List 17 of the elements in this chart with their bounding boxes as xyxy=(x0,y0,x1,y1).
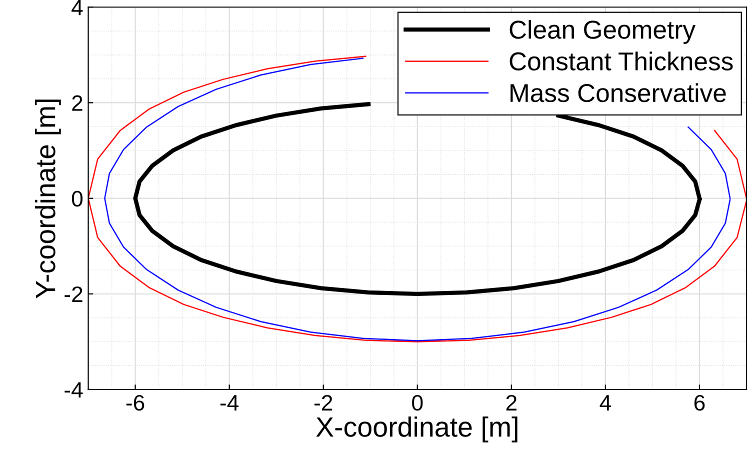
y-tick-label: -2 xyxy=(64,286,82,302)
y-axis-title: Y-coordinate [m] xyxy=(34,100,61,298)
y-tick-label: -4 xyxy=(64,382,83,398)
x-tick-label: -2 xyxy=(314,394,332,410)
x-tick-label: 6 xyxy=(694,394,705,411)
x-tick-label: 2 xyxy=(506,394,516,410)
y-tick-label: 0 xyxy=(72,190,83,207)
x-axis-title: X-coordinate [m] xyxy=(316,416,518,442)
x-tick-label: 4 xyxy=(600,395,611,410)
y-tick-label: 2 xyxy=(72,95,82,111)
x-tick-label: -6 xyxy=(126,394,144,411)
legend-label: Constant Thickness xyxy=(510,52,733,71)
x-tick-label: -4 xyxy=(220,395,239,410)
legend-label: Clean Geometry xyxy=(510,20,696,44)
y-tick-label: 4 xyxy=(72,0,83,16)
x-tick-label: 0 xyxy=(412,394,423,411)
legend-label: Mass Conservative xyxy=(510,83,726,102)
